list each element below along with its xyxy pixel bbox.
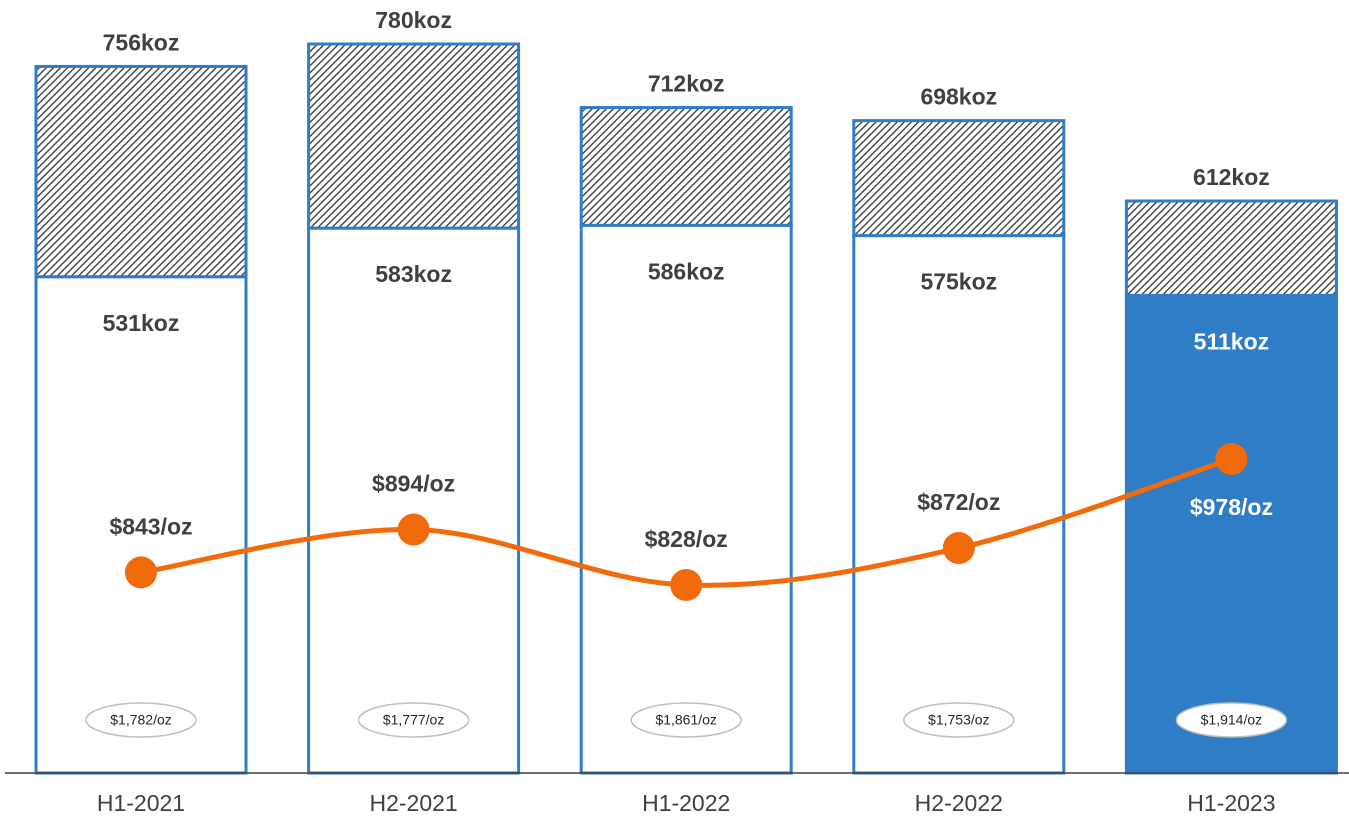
cost-point: [397, 513, 430, 546]
bar-upper: [579, 106, 793, 227]
total-label: 698koz: [920, 84, 997, 110]
bar-lower: [1124, 293, 1338, 775]
segment-label: 511koz: [1194, 328, 1269, 354]
price-badge: [357, 702, 470, 738]
price-badge: [903, 702, 1015, 738]
bar-upper: [307, 42, 521, 230]
cost-point: [1215, 443, 1248, 475]
segment-label: 575koz: [920, 269, 997, 295]
x-tick-label: H2-2021: [369, 790, 457, 816]
cost-label: $894/oz: [372, 471, 455, 497]
price-badge: [85, 702, 197, 738]
segment-label: 586koz: [648, 258, 725, 284]
price-label: $1,777/oz: [383, 712, 445, 728]
cost-point: [942, 532, 975, 565]
cost-point: [125, 556, 157, 589]
bar-upper: [852, 119, 1066, 238]
x-tick-label: H2-2022: [915, 790, 1003, 816]
cost-label: $843/oz: [109, 513, 192, 539]
total-label: 612koz: [1193, 164, 1270, 190]
bar-upper: [1124, 199, 1338, 297]
price-label: $1,914/oz: [1201, 712, 1263, 728]
x-tick-label: H1-2022: [642, 790, 730, 816]
price-label: $1,782/oz: [110, 712, 172, 728]
total-label: 756koz: [103, 30, 180, 56]
total-label: 780koz: [375, 7, 452, 33]
x-tick-label: H1-2021: [97, 790, 185, 816]
segment-label: 583koz: [375, 261, 452, 287]
bar-lower: [307, 226, 521, 775]
bar-lower: [579, 223, 793, 775]
cost-label: $828/oz: [645, 526, 728, 552]
bar-upper: [34, 64, 248, 279]
price-label: $1,861/oz: [655, 712, 717, 728]
price-label: $1,753/oz: [928, 712, 990, 728]
x-tick-label: H1-2023: [1187, 790, 1275, 816]
bar-lower: [34, 275, 248, 775]
price-badge: [1175, 702, 1288, 738]
segment-label: 531koz: [103, 310, 180, 336]
cost-label: $978/oz: [1190, 494, 1273, 520]
cost-label: $872/oz: [917, 489, 1000, 515]
cost-point: [670, 569, 703, 601]
price-badge: [630, 702, 742, 738]
total-label: 712koz: [648, 71, 725, 97]
